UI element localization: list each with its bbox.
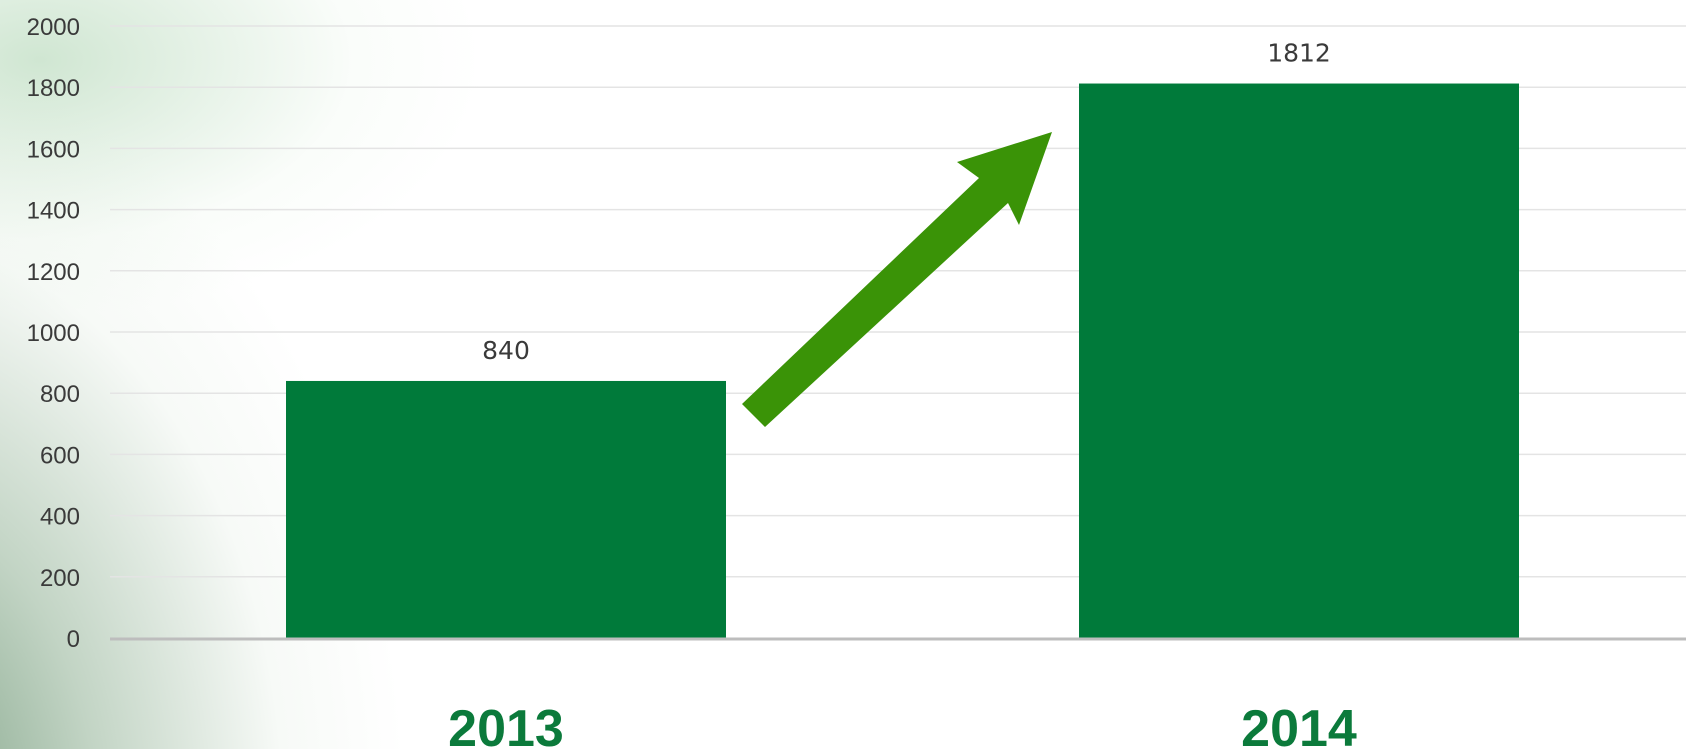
y-axis-ticks: 0 200 400 600 800 1000 1200 1400 1600 1800 2000 [27,14,80,653]
x-category-label: 2014 [1241,700,1357,749]
bar [1079,83,1519,638]
y-tick-label: 200 [40,565,80,592]
y-tick-label: 1800 [27,75,80,102]
x-category-label: 2013 [448,700,564,749]
y-tick-label: 1600 [27,136,80,163]
x-axis-categories: 2013 2014 [448,700,1357,749]
y-tick-label: 800 [40,381,80,408]
y-tick-label: 1000 [27,320,80,347]
data-labels: 840 1812 [482,39,1331,365]
y-tick-label: 2000 [27,14,80,41]
y-tick-label: 1400 [27,198,80,225]
bar [286,380,726,638]
bar-value-label: 840 [482,336,530,365]
y-tick-label: 1200 [27,259,80,286]
arrow-up-right-icon [742,132,1052,427]
y-tick-label: 400 [40,504,80,531]
y-tick-label: 600 [40,442,80,469]
bar-value-label: 1812 [1267,39,1331,68]
y-tick-label: 0 [67,626,80,653]
bars [286,83,1519,638]
